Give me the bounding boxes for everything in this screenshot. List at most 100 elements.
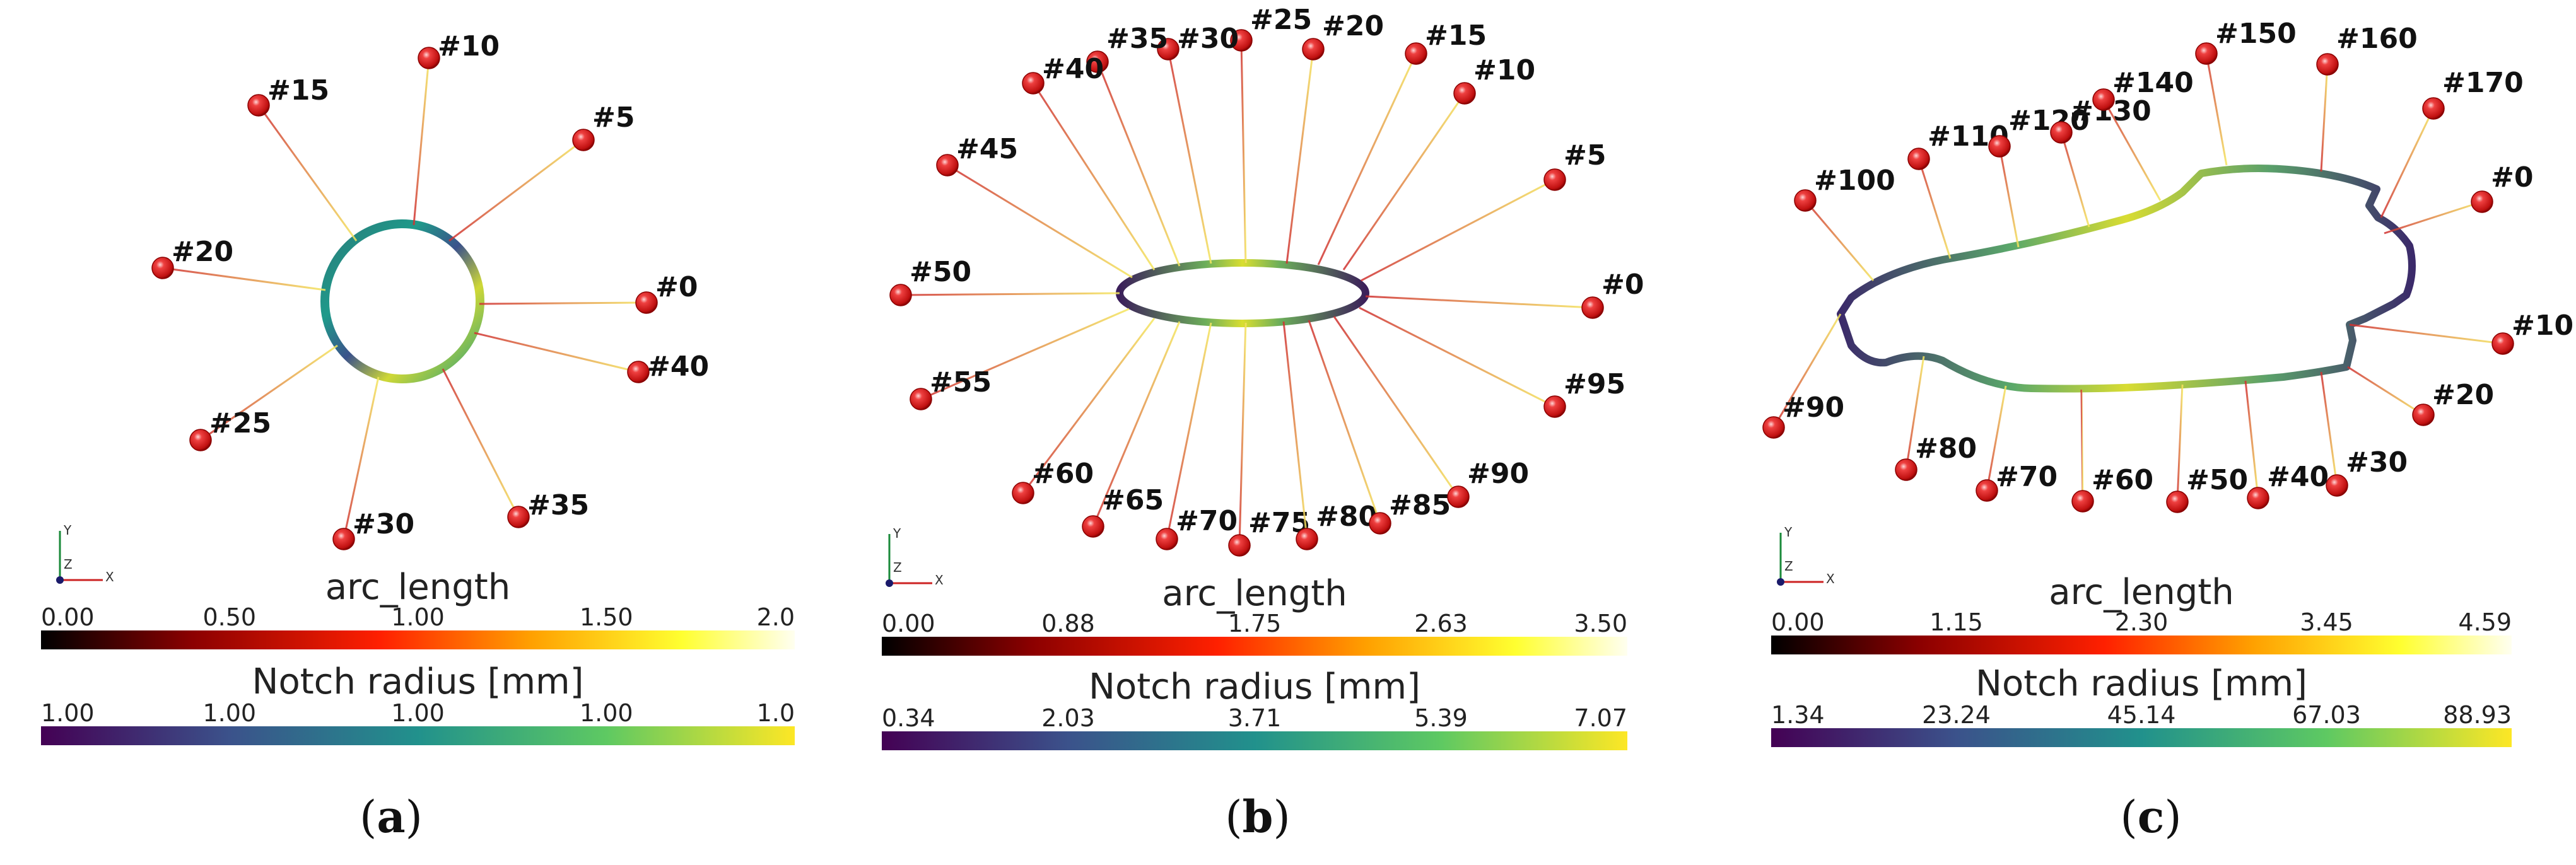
z-axis-label: Z bbox=[893, 560, 902, 575]
notch-contour-circle bbox=[320, 219, 484, 383]
leader-line bbox=[2205, 53, 2228, 166]
colorbar-group-a: arc_length 0.00 0.50 1.00 1.50 2.0 Notch radiu… bbox=[41, 567, 795, 745]
marker-sphere bbox=[2195, 42, 2218, 65]
leader-line bbox=[1240, 40, 1247, 264]
marker-label: #60 bbox=[2092, 464, 2153, 496]
leader-line bbox=[1917, 158, 1952, 259]
colorbar-title-notch: Notch radius [mm] bbox=[1976, 663, 2307, 704]
leader-line bbox=[2349, 323, 2503, 345]
marker-sphere bbox=[2050, 121, 2073, 144]
marker-label: #30 bbox=[1177, 23, 1239, 55]
marker-label: #95 bbox=[1564, 368, 1625, 400]
colorbar-tick: 1.00 bbox=[41, 699, 95, 727]
leader-line bbox=[342, 376, 380, 540]
marker-sphere bbox=[2316, 53, 2339, 76]
notch-contour-blade bbox=[1837, 164, 2416, 393]
colorbar-group-b: arc_length 0.00 0.88 1.75 2.63 3.50 Notch radi… bbox=[882, 573, 1627, 750]
marker-sphere bbox=[2412, 403, 2435, 426]
panel-c-markers: #0#10#20#30#40#50#60#70#80#90#100#110 #12… bbox=[1762, 18, 2573, 513]
marker-label: #0 bbox=[1601, 269, 1644, 301]
marker-sphere bbox=[247, 94, 270, 117]
marker-sphere bbox=[2166, 491, 2189, 513]
marker-label: #15 bbox=[267, 74, 329, 107]
marker-sphere bbox=[2491, 332, 2514, 355]
marker-sphere bbox=[2326, 474, 2348, 497]
colorbar-tick: 0.50 bbox=[202, 603, 256, 631]
z-axis-dot bbox=[1777, 578, 1784, 586]
colorbar-tick: 7.07 bbox=[1574, 704, 1627, 732]
leader-line bbox=[2320, 64, 2329, 172]
leader-line bbox=[200, 344, 338, 441]
colorbar-tick: 1.00 bbox=[202, 699, 256, 727]
marker-label: #150 bbox=[2215, 18, 2297, 50]
marker-sphere bbox=[1988, 135, 2011, 158]
marker-label: #50 bbox=[2186, 464, 2248, 496]
marker-sphere bbox=[151, 257, 174, 279]
marker-sphere bbox=[1976, 479, 1998, 502]
marker-sphere bbox=[1369, 512, 1391, 535]
colorbar-tick: 67.03 bbox=[2292, 701, 2361, 729]
leader-line bbox=[1308, 320, 1381, 524]
marker-label: #30 bbox=[353, 508, 414, 540]
marker-sphere bbox=[332, 528, 355, 550]
marker-sphere bbox=[1453, 82, 1476, 105]
colorbar-tick: 45.14 bbox=[2107, 701, 2176, 729]
axis-triad: Y Z X bbox=[56, 523, 114, 584]
leader-line bbox=[1998, 146, 2020, 248]
marker-sphere bbox=[2092, 88, 2115, 111]
marker-label: #20 bbox=[1322, 10, 1384, 42]
marker-sphere bbox=[1447, 485, 1470, 508]
marker-label: #0 bbox=[655, 271, 698, 303]
panel-b: #0 #5 #10#15 #20 #25 #30 #35#40 #45 #50 #55 #60#65… bbox=[889, 4, 1644, 557]
colorbar-notch-radius bbox=[1771, 728, 2512, 747]
leader-line bbox=[2380, 108, 2435, 218]
marker-sphere bbox=[1543, 395, 1566, 418]
notch-contour-ellipse bbox=[1116, 259, 1369, 327]
colorbar-tick: 1.50 bbox=[580, 603, 633, 631]
x-axis-label: X bbox=[105, 569, 114, 584]
marker-label: #40 bbox=[1042, 53, 1104, 85]
colorbar-title-notch: Notch radius [mm] bbox=[252, 661, 584, 702]
marker-sphere bbox=[1895, 458, 1917, 481]
y-axis-label: Y bbox=[893, 526, 901, 541]
leader-line bbox=[1361, 178, 1555, 282]
y-axis-label: Y bbox=[1784, 525, 1793, 540]
leader-line bbox=[1359, 306, 1555, 408]
leader-line bbox=[900, 292, 1120, 296]
marker-sphere bbox=[418, 47, 440, 69]
leader-line bbox=[1282, 321, 1308, 540]
marker-label: #20 bbox=[2432, 379, 2494, 411]
leader-line bbox=[1032, 83, 1156, 270]
marker-sphere bbox=[2471, 190, 2493, 213]
marker-sphere bbox=[1581, 296, 1604, 319]
leader-line bbox=[920, 308, 1130, 400]
colorbar-tick: 3.45 bbox=[2300, 608, 2353, 636]
marker-sphere bbox=[189, 429, 212, 451]
leader-line bbox=[2176, 384, 2184, 502]
marker-sphere bbox=[1022, 72, 1045, 95]
leader-line bbox=[2102, 99, 2162, 201]
leader-line bbox=[1365, 295, 1593, 309]
marker-label: #15 bbox=[1425, 20, 1487, 52]
marker-label: #80 bbox=[1915, 432, 1977, 465]
marker-label: #90 bbox=[1467, 458, 1529, 490]
marker-label: #0 bbox=[2491, 161, 2533, 194]
colorbar-tick: 1.00 bbox=[391, 699, 445, 727]
marker-label: #20 bbox=[172, 236, 233, 268]
marker-sphere bbox=[1157, 38, 1180, 61]
marker-label: #50 bbox=[910, 256, 971, 288]
marker-label: #30 bbox=[2346, 446, 2408, 479]
axis-triads: Y Z X Y Z X Y Z X bbox=[56, 523, 1835, 588]
colorbar-title-notch: Notch radius [mm] bbox=[1089, 666, 1420, 707]
panel-captions: (a) (b) (c) bbox=[360, 791, 2182, 843]
marker-label: #120 bbox=[2008, 105, 2090, 137]
marker-label: #25 bbox=[209, 407, 271, 439]
leader-line bbox=[2244, 380, 2259, 499]
leader-line bbox=[1342, 93, 1466, 270]
marker-sphere bbox=[1230, 29, 1253, 52]
colorbar-tick: 2.63 bbox=[1414, 610, 1468, 637]
leader-line bbox=[1096, 61, 1181, 267]
colorbar-tick: 1.00 bbox=[580, 699, 633, 727]
colorbar-tick: 88.93 bbox=[2443, 701, 2512, 729]
leader-line bbox=[1022, 318, 1156, 494]
